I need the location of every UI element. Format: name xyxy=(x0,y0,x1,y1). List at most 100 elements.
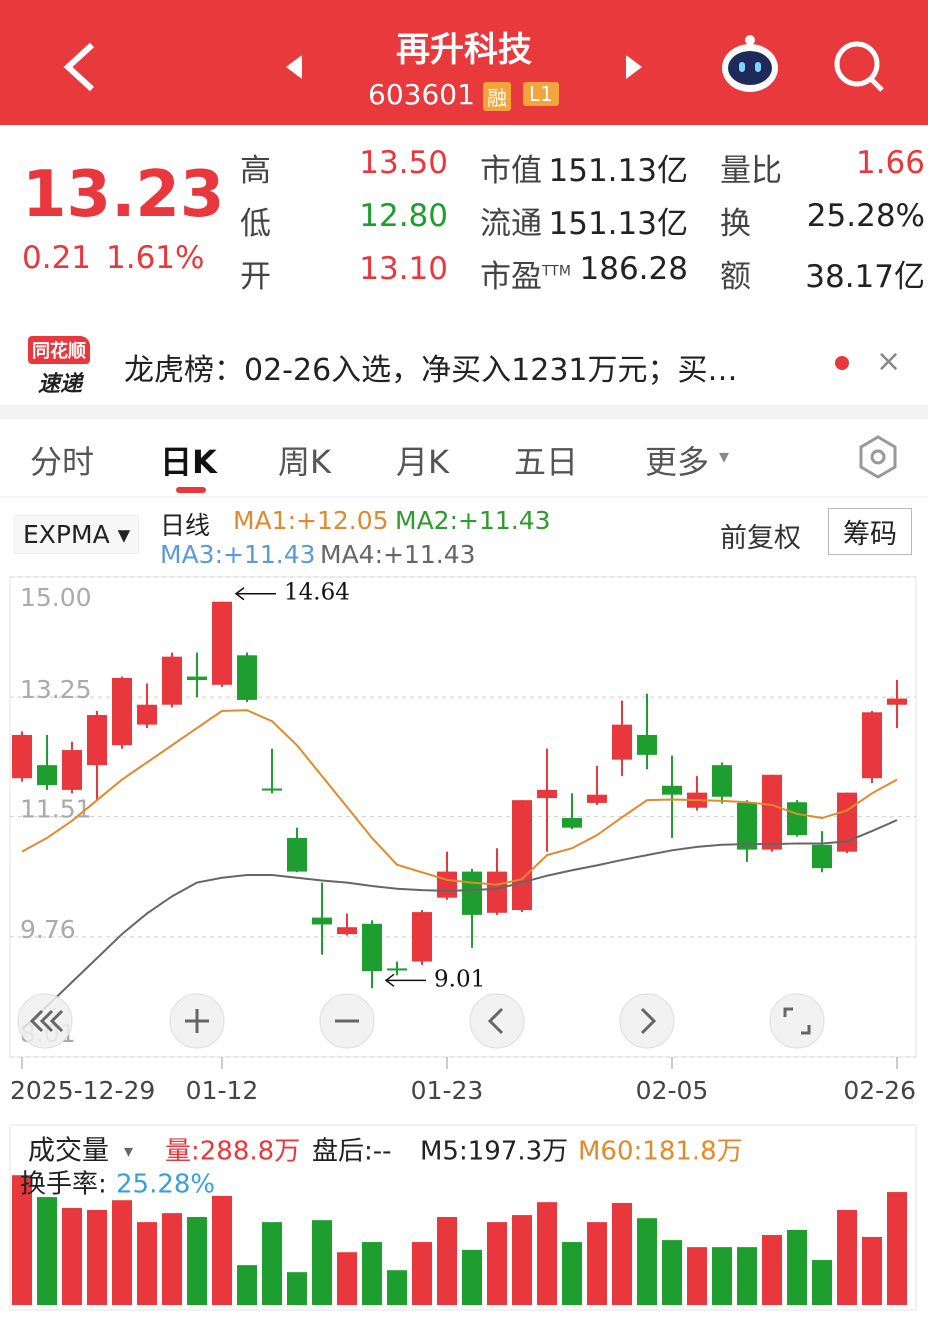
change: 0.21 xyxy=(22,240,92,276)
change-pct: 1.61% xyxy=(106,240,205,276)
volume-bar xyxy=(112,1200,132,1305)
stat-label: 开 xyxy=(240,259,271,295)
stat-value: 25.28% xyxy=(806,198,925,234)
search-icon[interactable] xyxy=(834,41,884,92)
right-button[interactable] xyxy=(619,993,675,1049)
volume-bar xyxy=(337,1252,357,1305)
robot-icon[interactable] xyxy=(722,35,778,92)
candle-body xyxy=(362,923,382,972)
close-icon[interactable]: × xyxy=(876,344,902,379)
y-tick-label: 15.00 xyxy=(20,583,92,612)
logo-top: 同花顺 xyxy=(28,336,90,364)
volume-bar xyxy=(437,1217,457,1305)
badge: 融 xyxy=(483,82,511,111)
candle-body xyxy=(37,765,57,786)
volume-bar xyxy=(187,1217,207,1305)
legend-item: MA3:+11.43 xyxy=(160,540,316,569)
candle-body xyxy=(137,704,157,725)
volume-bar xyxy=(262,1222,282,1305)
candle-body xyxy=(637,734,657,755)
stat-label: 市盈TTM xyxy=(480,259,571,295)
prev-icon[interactable] xyxy=(286,55,302,79)
volume-bar xyxy=(587,1222,607,1305)
x-tick-label: 01-23 xyxy=(411,1076,484,1105)
candle-body xyxy=(287,837,307,872)
header: 再升科技 603601 融 L1 xyxy=(0,0,928,125)
stat-value: 13.50 xyxy=(359,145,448,181)
price: 13.23 xyxy=(22,158,225,232)
volume-bar xyxy=(637,1218,657,1305)
candle-body xyxy=(512,800,532,911)
candle-body xyxy=(762,774,782,850)
annotation-label: 14.64 xyxy=(284,580,350,606)
stat-label-sup: TTM xyxy=(542,263,571,280)
tab[interactable]: 周K xyxy=(278,443,331,481)
volume-bar xyxy=(137,1222,157,1305)
volume-legend: M60:181.8万 xyxy=(578,1137,743,1167)
legend-item: MA4:+11.43 xyxy=(320,540,476,569)
volume-bar xyxy=(37,1197,57,1305)
ma-line xyxy=(21,819,898,1031)
candle-body xyxy=(12,734,32,779)
back-icon[interactable] xyxy=(63,42,95,92)
volume-bar xyxy=(287,1272,307,1305)
zoom-far-button[interactable] xyxy=(17,993,73,1049)
volume-bar xyxy=(62,1208,82,1305)
volume-bar xyxy=(612,1202,632,1305)
volume-bar xyxy=(712,1247,732,1305)
tab[interactable]: 分时 xyxy=(30,443,95,481)
volume-bar xyxy=(487,1222,507,1305)
x-tick-label: 01-12 xyxy=(186,1076,259,1105)
news-text[interactable]: 龙虎榜：02-26入选，净买入1231万元；买… xyxy=(124,353,738,388)
y-tick-label: 9.76 xyxy=(20,915,76,944)
stat-label: 市值 xyxy=(480,153,542,189)
volume-frame xyxy=(9,1124,917,1311)
tab[interactable]: 更多 xyxy=(645,443,710,481)
candle-body xyxy=(187,676,207,681)
volume-legend: 盘后:-- xyxy=(312,1137,392,1167)
stat-label: 低 xyxy=(240,206,271,242)
tab[interactable]: 月K xyxy=(396,443,449,481)
unread-dot xyxy=(835,356,849,370)
candle-body xyxy=(412,912,432,962)
dropdown-icon: ▾ xyxy=(124,1141,133,1162)
candle-body xyxy=(537,789,557,799)
candle-body xyxy=(662,785,682,795)
candle-body xyxy=(337,927,357,935)
volume-bar xyxy=(662,1240,682,1305)
candle-body xyxy=(262,788,282,791)
candle-body xyxy=(612,724,632,760)
volume-bar xyxy=(87,1209,107,1305)
volume-bar xyxy=(312,1220,332,1305)
y-tick-label: 13.25 xyxy=(20,675,92,704)
stat-label: 高 xyxy=(240,153,271,189)
stat-value: 12.80 xyxy=(359,198,448,234)
next-icon[interactable] xyxy=(626,55,642,79)
adjust[interactable]: 前复权 xyxy=(720,523,801,554)
annotation-arrowhead xyxy=(384,973,395,987)
tab[interactable]: 五日 xyxy=(514,443,579,481)
dropdown-icon: ▾ xyxy=(719,444,730,468)
volume-bar xyxy=(812,1260,832,1305)
indicator-select[interactable]: EXPMA ▾ xyxy=(14,515,140,554)
candle-body xyxy=(312,917,332,925)
volume-legend: M5:197.3万 xyxy=(420,1137,568,1167)
stat-value: 13.10 xyxy=(359,251,448,287)
stat-label: 量比 xyxy=(720,153,782,189)
stat-value: 151.13亿 xyxy=(548,206,688,242)
candle-body xyxy=(712,765,732,797)
tab-indicator xyxy=(176,487,206,493)
volume-bar xyxy=(737,1247,757,1305)
stat-label: 流通 xyxy=(480,206,542,242)
fullscreen-button[interactable] xyxy=(769,993,825,1049)
volume-bar xyxy=(837,1209,857,1305)
left-button[interactable] xyxy=(469,993,525,1049)
badge: L1 xyxy=(523,82,559,106)
tab[interactable]: 日K xyxy=(160,443,217,481)
chips-button[interactable]: 筹码 xyxy=(828,508,912,555)
volume-bar xyxy=(237,1265,257,1305)
stat-label: 换 xyxy=(720,206,751,242)
header-icons xyxy=(63,35,884,92)
